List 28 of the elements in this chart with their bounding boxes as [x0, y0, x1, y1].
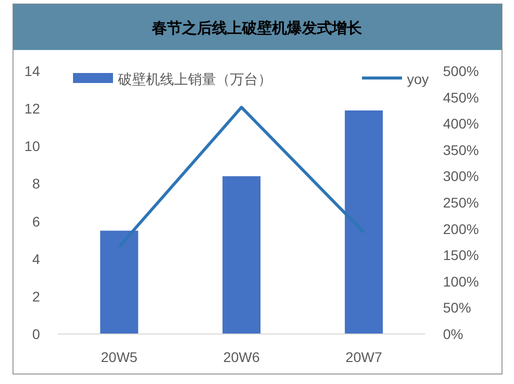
- y-tick-label: 2: [32, 288, 40, 304]
- legend-label: yoy: [407, 71, 429, 87]
- bar: [222, 176, 260, 334]
- y2-tick-label: 0%: [443, 326, 464, 342]
- y-tick-label: 0: [32, 326, 40, 342]
- bar: [100, 230, 138, 334]
- y2-tick-label: 300%: [443, 168, 479, 184]
- y-tick-label: 6: [32, 213, 40, 230]
- y2-tick-label: 500%: [443, 63, 479, 79]
- y2-tick-label: 150%: [443, 247, 479, 264]
- y2-tick-label: 250%: [443, 194, 479, 210]
- y2-tick-label: 350%: [443, 142, 479, 158]
- y-tick-label: 8: [32, 176, 40, 192]
- chart-title: 春节之后线上破壁机爆发式增长: [151, 19, 363, 37]
- y-tick-label: 14: [24, 63, 40, 79]
- legend-label: 破壁机线上销量（万台）: [117, 71, 272, 87]
- y2-tick-label: 400%: [443, 116, 479, 132]
- y-tick-label: 12: [24, 100, 40, 117]
- x-tick-label: 20W7: [346, 349, 382, 365]
- y2-tick-label: 200%: [443, 220, 479, 237]
- y2-tick-label: 50%: [443, 300, 472, 316]
- y2-tick-label: 100%: [443, 273, 479, 290]
- y-tick-label: 10: [24, 138, 40, 154]
- y-tick-label: 4: [32, 250, 40, 267]
- x-tick-label: 20W5: [100, 349, 138, 365]
- x-tick-label: 20W6: [223, 349, 260, 365]
- y2-tick-label: 450%: [443, 89, 479, 106]
- bar: [344, 110, 383, 334]
